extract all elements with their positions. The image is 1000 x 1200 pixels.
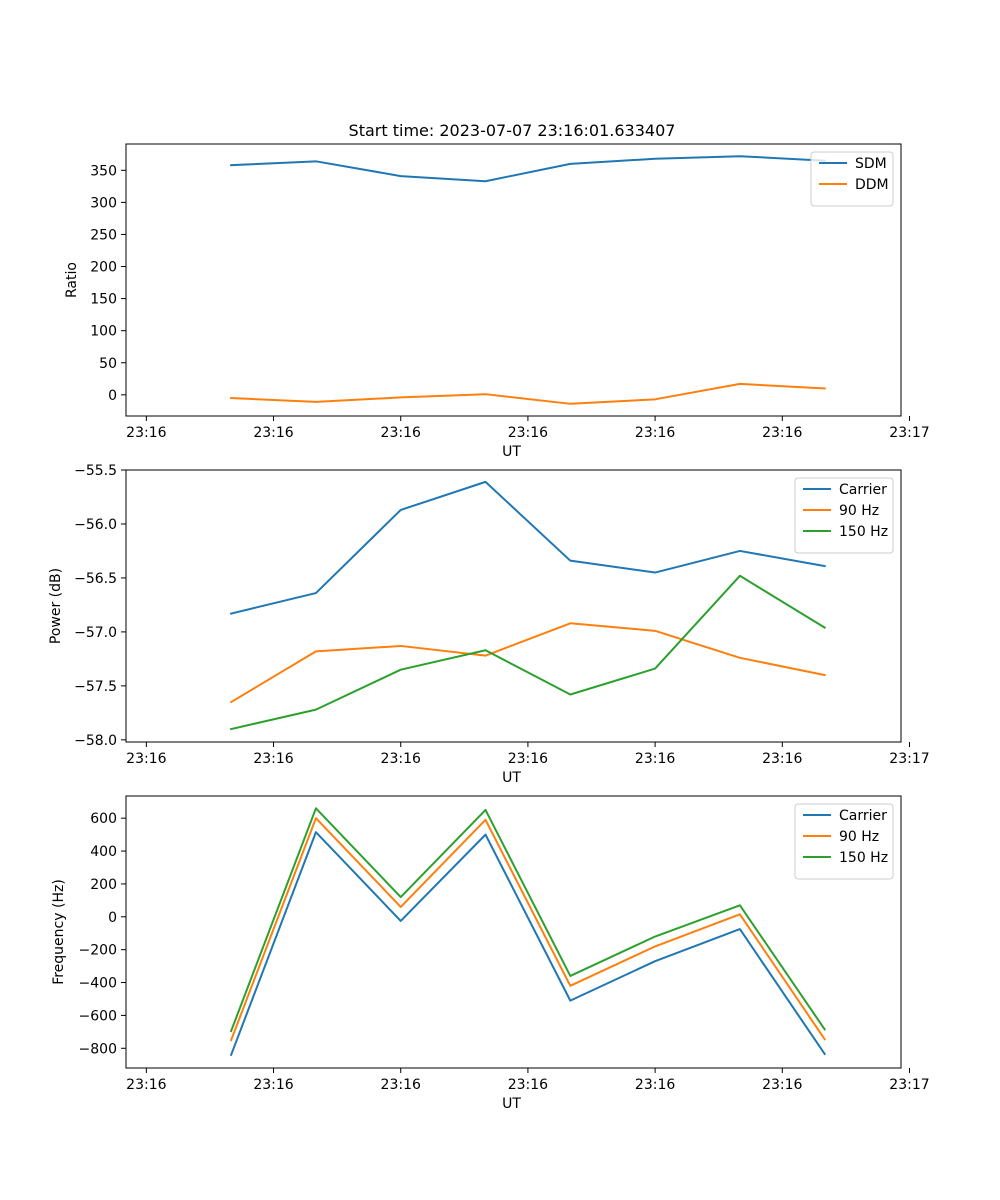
x-axis-label: UT <box>502 770 521 786</box>
y-tick-label: −200 <box>79 943 117 959</box>
x-tick-label: 23:16 <box>381 751 421 767</box>
x-tick-label: 23:17 <box>889 751 929 767</box>
x-tick-label: 23:16 <box>381 425 421 441</box>
y-tick-label: 200 <box>90 260 117 276</box>
series-line-90-hz <box>229 817 827 1042</box>
legend-label: 150 Hz <box>839 524 888 540</box>
y-tick-label: 100 <box>90 324 117 340</box>
y-tick-label: −57.0 <box>74 625 117 641</box>
legend-label: Carrier <box>839 482 887 498</box>
series-line-150-hz <box>229 574 827 731</box>
y-tick-label: −400 <box>79 976 117 992</box>
y-tick-label: −600 <box>79 1008 117 1024</box>
legend-box <box>794 803 894 880</box>
y-axis-label: Ratio <box>64 262 80 298</box>
y-axis-label: Frequency (Hz) <box>51 879 67 985</box>
y-tick-label: −55.5 <box>74 463 117 479</box>
legend-label: 90 Hz <box>839 503 879 519</box>
x-tick-label: 23:16 <box>762 751 802 767</box>
x-tick-label: 23:16 <box>253 1077 293 1093</box>
series-line-carrier <box>229 480 826 615</box>
x-tick-label: 23:16 <box>635 751 675 767</box>
y-tick-label: −58.0 <box>74 733 117 749</box>
x-tick-label: 23:16 <box>381 1077 421 1093</box>
y-tick-label: −56.0 <box>74 517 117 533</box>
x-tick-label: 23:16 <box>126 1077 166 1093</box>
y-tick-label: 200 <box>90 877 117 893</box>
y-tick-label: 600 <box>90 811 117 827</box>
axes-frame <box>125 795 902 1069</box>
y-tick-label: 50 <box>99 356 117 372</box>
x-tick-label: 23:16 <box>635 1077 675 1093</box>
x-tick-label: 23:16 <box>508 751 548 767</box>
x-tick-label: 23:16 <box>508 1077 548 1093</box>
y-tick-label: −800 <box>79 1041 117 1057</box>
x-tick-label: 23:16 <box>762 1077 802 1093</box>
legend: Carrier 90 Hz 150 Hz <box>794 803 894 880</box>
x-axis-label: UT <box>502 1096 521 1112</box>
x-tick-label: 23:16 <box>253 425 293 441</box>
x-tick-label: 23:16 <box>126 751 166 767</box>
x-tick-label: 23:17 <box>889 425 929 441</box>
y-tick-label: 300 <box>90 195 117 211</box>
legend-label: DDM <box>855 177 889 193</box>
x-tick-label: 23:16 <box>126 425 166 441</box>
y-tick-label: −56.5 <box>74 571 117 587</box>
x-tick-label: 23:16 <box>635 425 675 441</box>
y-tick-label: 0 <box>108 388 117 404</box>
series-line-carrier <box>229 831 827 1057</box>
series-line-ddm <box>230 382 826 405</box>
x-tick-label: 23:16 <box>508 425 548 441</box>
y-tick-label: 150 <box>90 292 117 308</box>
legend: SDM DDM <box>810 151 894 207</box>
legend: Carrier 90 Hz 150 Hz <box>794 477 894 554</box>
x-tick-label: 23:16 <box>762 425 802 441</box>
legend-label: 150 Hz <box>839 850 888 866</box>
chart-panel-1: 23:16 23:16 23:16 23:16 23:16 23:16 23:17 0 50 10… <box>64 143 930 460</box>
charts-container: 23:16 23:16 23:16 23:16 23:16 23:16 23:17 0 50 10… <box>48 143 930 1112</box>
series-line-sdm <box>230 155 826 183</box>
y-tick-label: −57.5 <box>74 679 117 695</box>
legend-box <box>794 477 894 554</box>
y-axis-label: Power (dB) <box>48 568 64 644</box>
x-tick-label: 23:17 <box>889 1077 929 1093</box>
series-line-150-hz <box>229 807 827 1033</box>
legend-label: SDM <box>855 156 887 172</box>
series-line-90-hz <box>229 622 826 704</box>
x-tick-label: 23:16 <box>253 751 293 767</box>
chart-panel-3: 23:16 23:16 23:16 23:16 23:16 23:16 23:17 −800 −… <box>51 795 930 1112</box>
axes-frame <box>125 469 902 743</box>
figure-title: Start time: 2023-07-07 23:16:01.633407 <box>349 121 676 140</box>
legend-label: 90 Hz <box>839 829 879 845</box>
legend-label: Carrier <box>839 808 887 824</box>
chart-panel-2: 23:16 23:16 23:16 23:16 23:16 23:16 23:17 −58.0… <box>48 463 930 786</box>
y-tick-label: 0 <box>108 910 117 926</box>
y-tick-label: 350 <box>90 163 117 179</box>
axes-frame <box>125 143 902 417</box>
y-tick-label: 250 <box>90 227 117 243</box>
y-tick-label: 400 <box>90 844 117 860</box>
legend-box <box>810 151 894 207</box>
x-axis-label: UT <box>502 444 521 460</box>
